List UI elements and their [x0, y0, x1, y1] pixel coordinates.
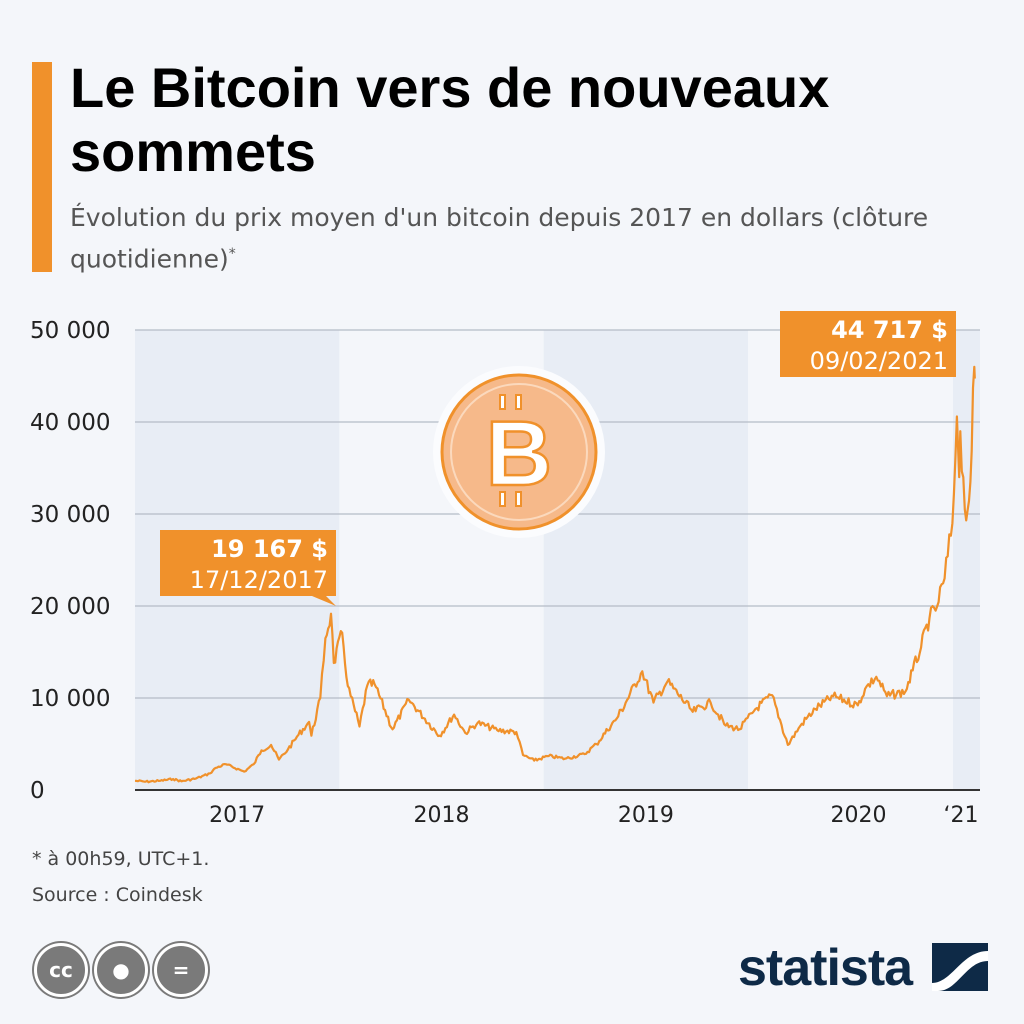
x-tick-label: 2020 — [831, 803, 887, 828]
bitcoin-coin-icon: B — [433, 366, 605, 538]
statista-logo-mark-icon — [931, 943, 988, 991]
year-band — [953, 330, 980, 790]
annotation-value: 19 167 $ — [211, 535, 328, 563]
y-tick-label: 0 — [30, 778, 45, 804]
no-derivatives-icon[interactable]: = — [154, 943, 208, 997]
y-tick-label: 10 000 — [30, 686, 110, 712]
page-title: Le Bitcoin vers de nouveaux sommets — [70, 56, 830, 183]
x-tick-label: 2019 — [618, 803, 674, 828]
year-band — [748, 330, 953, 790]
x-tick-label: 2018 — [414, 803, 470, 828]
statista-logo[interactable]: statista — [738, 938, 988, 998]
x-tick-label: ‘21 — [944, 803, 979, 828]
x-tick-label: 2017 — [209, 803, 265, 828]
subtitle-text: Évolution du prix moyen d'un bitcoin dep… — [70, 203, 929, 274]
y-tick-label: 50 000 — [30, 318, 110, 344]
annotation-box — [780, 311, 970, 377]
annotation-value: 44 717 $ — [831, 316, 948, 344]
y-tick-label: 30 000 — [30, 502, 110, 528]
annotation-date: 17/12/2017 — [190, 566, 328, 594]
svg-text:B: B — [486, 403, 552, 505]
page-subtitle: Évolution du prix moyen d'un bitcoin dep… — [70, 200, 970, 277]
logo-text: statista — [738, 939, 913, 997]
y-tick-label: 20 000 — [30, 594, 110, 620]
source: Source : Coindesk — [32, 884, 203, 906]
footnote-mark: * — [228, 246, 236, 262]
creative-commons-icon[interactable]: cc — [34, 943, 88, 997]
attribution-icon[interactable]: ● — [94, 943, 148, 997]
y-tick-label: 40 000 — [30, 410, 110, 436]
annotation-date: 09/02/2021 — [810, 347, 948, 375]
annotation-box — [160, 530, 336, 606]
footnote: * à 00h59, UTC+1. — [32, 848, 210, 870]
accent-bar — [32, 62, 52, 272]
price-line — [134, 365, 976, 784]
